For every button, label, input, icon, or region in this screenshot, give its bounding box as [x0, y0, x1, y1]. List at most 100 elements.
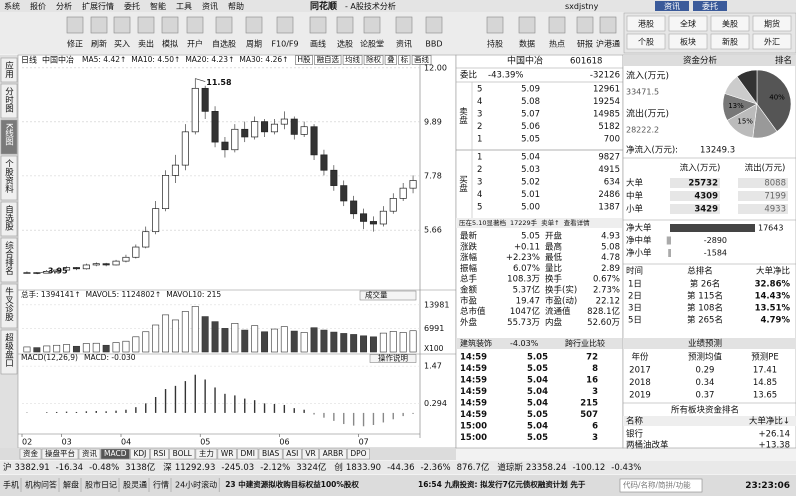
menu-item[interactable]: 帮助 [228, 1, 244, 11]
toolbar-button[interactable]: 资讯 [396, 39, 412, 49]
macd-help[interactable]: 操作说明 [378, 353, 408, 363]
quick-link[interactable]: 期货 [764, 19, 780, 29]
indicator-tab[interactable]: BIAS [262, 449, 279, 458]
left-tab[interactable]: 超级盘口 [4, 332, 14, 367]
volume-bar [102, 344, 110, 353]
indicator-tab[interactable]: VR [305, 449, 315, 458]
quick-link[interactable]: 个股 [638, 38, 654, 47]
quick-link[interactable]: 美股 [722, 19, 738, 29]
level: 1 [477, 135, 482, 145]
quick-link[interactable]: 港股 [638, 19, 654, 29]
candle-body [231, 128, 239, 151]
toolbar-button[interactable]: 研报 [577, 39, 593, 49]
status-item[interactable]: 机构问答 [25, 480, 57, 490]
top-button[interactable]: 资讯 [664, 1, 680, 11]
quick-link[interactable]: 外汇 [764, 37, 780, 47]
toolbar-button[interactable]: 买入 [114, 40, 130, 49]
forecast-cell: 14.85 [753, 378, 777, 388]
label: 委比 [460, 70, 477, 81]
menu-item[interactable]: 资讯 [202, 1, 218, 11]
stat-label: 金额 [460, 285, 478, 296]
indicator-tab[interactable]: ARBR [323, 449, 344, 458]
stat-label: 市盈(动) [545, 295, 577, 306]
left-tab[interactable]: 自选股 [4, 204, 14, 231]
status-item[interactable]: 股市日记 [85, 480, 117, 490]
indicator-tab[interactable]: BOLL [173, 449, 193, 458]
search-input[interactable]: 代码/名称/简拼/功能 [623, 480, 691, 490]
indicator-tab[interactable]: RSI [153, 449, 165, 458]
chart-button[interactable]: 叠 [387, 55, 395, 64]
indicator-tab[interactable]: DPO [350, 449, 366, 458]
left-tab[interactable]: 分时图 [4, 87, 14, 113]
toolbar-button[interactable]: 卖出 [138, 39, 154, 49]
menu-item[interactable]: 工具 [176, 2, 192, 11]
indicator-tab[interactable]: ASI [286, 449, 298, 458]
toolbar-button[interactable]: 论股堂 [360, 39, 384, 49]
quick-link[interactable]: 新股 [722, 37, 738, 47]
indicator-tab[interactable]: 主力 [199, 448, 214, 458]
indicator-tab[interactable]: KDJ [133, 449, 146, 458]
status-item[interactable]: 24小时滚动 [175, 480, 217, 490]
indicator-tab[interactable]: WR [221, 449, 234, 458]
menu-item[interactable]: 委托 [124, 1, 140, 11]
status-item[interactable]: 股灵通 [123, 480, 147, 490]
toolbar-button[interactable]: BBD [425, 40, 442, 49]
rank-button[interactable]: 排名 [775, 55, 792, 66]
menu-item[interactable]: 报价 [30, 1, 46, 11]
toolbar-button[interactable]: 自选股 [212, 39, 236, 49]
candle-body [350, 200, 358, 215]
menu-item[interactable]: 分析 [56, 1, 72, 11]
rank-ratio: 32.86% [755, 280, 791, 290]
toolbar-button[interactable]: 持股 [487, 39, 503, 49]
left-tab[interactable]: 牛叉诊股 [4, 286, 14, 322]
panel-title: 资金分析 [683, 55, 718, 66]
toolbar-button[interactable]: 周期 [246, 40, 262, 49]
toolbar-button[interactable]: 画线 [310, 39, 326, 49]
status-item[interactable]: 解盘 [63, 480, 79, 490]
panel-title: 业绩预测 [688, 338, 722, 349]
strip-text[interactable]: 查看详情 [564, 218, 591, 227]
indicator-tab[interactable]: 操盘平台 [45, 448, 75, 458]
toolbar-button[interactable]: 刷新 [91, 39, 107, 49]
menu-item[interactable]: 智能 [150, 1, 166, 11]
indicator-tab[interactable]: MACD [104, 449, 127, 458]
quick-link[interactable]: 全球 [680, 19, 696, 29]
top-button[interactable]: 委托 [702, 1, 718, 11]
chart-button[interactable]: 除权 [366, 54, 381, 64]
quick-link[interactable]: 板块 [680, 37, 696, 47]
net-value: -2890 [704, 236, 727, 245]
toolbar-button[interactable]: 数据 [519, 39, 535, 49]
toolbar-button[interactable]: F10/F9 [271, 40, 298, 49]
indicator-tab[interactable]: 资金 [23, 448, 38, 458]
chart-button[interactable]: H股 [297, 55, 311, 64]
toolbar-button[interactable]: 修正 [67, 39, 83, 49]
indicator-tab[interactable]: DMI [241, 449, 255, 458]
chart-button[interactable]: 融自选 [317, 54, 340, 64]
left-tab[interactable]: 综合排名 [4, 240, 14, 275]
left-tab[interactable]: 应用 [4, 60, 14, 79]
toolbar-button[interactable]: 开户 [187, 39, 203, 49]
status-item[interactable]: 行情 [153, 480, 169, 490]
toolbar-button[interactable]: 沪港通 [596, 39, 620, 49]
candle-body [241, 128, 249, 138]
status-item[interactable]: 手机 [3, 480, 19, 490]
menu-item[interactable]: 扩展行情 [82, 1, 114, 11]
left-tab[interactable]: K线图 [4, 123, 14, 147]
volume-selector[interactable]: 成交量 [365, 290, 388, 300]
chart-button[interactable]: 标 [401, 54, 409, 64]
chart-button[interactable]: 均线 [345, 54, 360, 64]
column-header: 流出(万元) [745, 163, 786, 174]
volume-bar [399, 332, 407, 353]
menu-item[interactable]: 系统 [4, 1, 20, 11]
volume-bar [251, 325, 259, 353]
chart-button[interactable]: 画线 [414, 54, 429, 64]
toolbar-button[interactable]: 模拟 [162, 39, 178, 49]
toolbar-button[interactable]: 热点 [549, 39, 565, 49]
left-tab[interactable]: 个股资料 [4, 159, 14, 194]
tab-bg [150, 448, 169, 460]
toolbar-button[interactable]: 选股 [337, 39, 353, 49]
compare-link[interactable]: 跨行业比较 [565, 338, 605, 348]
trade-price: 5.04 [527, 422, 548, 432]
indicator-tab[interactable]: 资讯 [82, 448, 97, 458]
toolbar-icon [309, 16, 327, 34]
